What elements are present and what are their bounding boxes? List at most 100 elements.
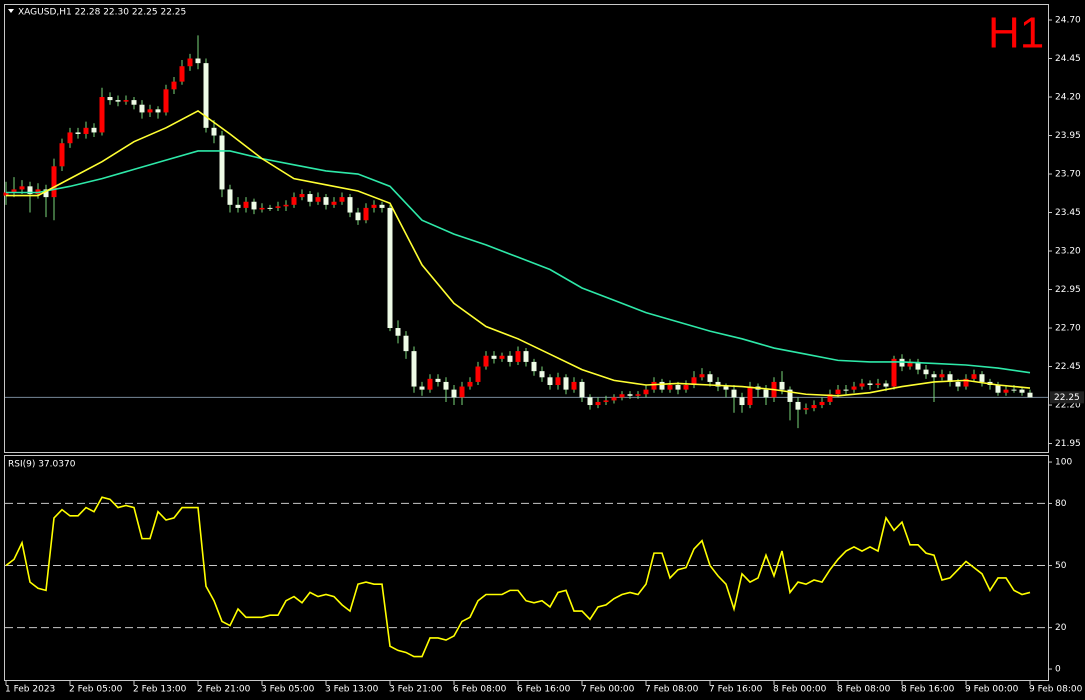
x-tick-label: 1 Feb 2023 (5, 685, 55, 695)
x-tick-label: 3 Feb 21:00 (389, 685, 443, 695)
candle-body (139, 104, 145, 113)
candle-body (163, 89, 169, 113)
candle-body (803, 408, 809, 410)
y-tick-label: 21.95 (1055, 439, 1081, 449)
moving-average (6, 109, 1031, 397)
candle-body (539, 371, 545, 378)
candle-body (723, 386, 729, 390)
candle-body (11, 189, 17, 193)
candle-body (43, 189, 49, 198)
x-tick-label: 3 Feb 13:00 (325, 685, 379, 695)
candle-body (59, 143, 65, 167)
candle-body (875, 383, 881, 386)
candle-body (427, 378, 433, 390)
candle-body (395, 328, 401, 336)
candle-body (995, 385, 1001, 393)
y-tick-label: 23.45 (1055, 208, 1081, 218)
candle-body (291, 197, 297, 205)
candle-body (483, 355, 489, 367)
y-tick-label: 24.45 (1055, 54, 1081, 64)
rsi-title: RSI(9) 37.0370 (8, 460, 76, 470)
x-tick-label: 6 Feb 16:00 (517, 685, 571, 695)
candle-body (827, 394, 833, 402)
candle-body (787, 389, 793, 402)
candle-body (1027, 392, 1033, 398)
y-tick-label: 20 (1055, 623, 1067, 633)
candle-body (675, 385, 681, 390)
candle-body (131, 100, 137, 105)
y-tick-label: 22.95 (1055, 285, 1081, 295)
candle-body (267, 207, 273, 209)
candle-body (835, 389, 841, 395)
candle-body (307, 194, 313, 202)
y-tick-label: 0 (1055, 665, 1061, 675)
candle-body (363, 207, 369, 221)
candle-body (419, 386, 425, 390)
y-tick-label: 50 (1055, 561, 1067, 571)
candle-body (699, 374, 705, 378)
candle-body (171, 81, 177, 90)
candle-body (187, 58, 193, 67)
x-tick-label: 8 Feb 16:00 (901, 685, 955, 695)
candle-body (251, 201, 257, 210)
candle-body (211, 127, 217, 136)
menu-arrow[interactable] (8, 9, 14, 13)
candle-body (1019, 389, 1025, 393)
moving-average (6, 150, 1031, 374)
candle-body (859, 383, 865, 387)
x-tick-label: 2 Feb 13:00 (133, 685, 187, 695)
candle-body (643, 389, 649, 395)
candle-body (379, 204, 385, 208)
candle-body (227, 189, 233, 205)
candle-body (203, 63, 209, 128)
y-tick-label: 23.20 (1055, 247, 1081, 257)
candle-body (683, 385, 689, 390)
candle-body (355, 212, 361, 221)
candle-body (747, 386, 753, 406)
y-tick-label: 100 (1055, 458, 1072, 468)
candle-body (155, 109, 161, 113)
candle-body (563, 377, 569, 390)
candle-body (299, 194, 305, 198)
candle-body (403, 335, 409, 352)
candle-body (595, 401, 601, 406)
candle-body (347, 197, 353, 213)
x-tick-label: 9 Feb 08:00 (1029, 685, 1083, 695)
candle-body (323, 197, 329, 205)
candle-body (339, 197, 345, 202)
candle-body (443, 381, 449, 390)
candle-body (843, 389, 849, 391)
candle-body (531, 361, 537, 372)
candle-body (435, 378, 441, 382)
candle-body (707, 374, 713, 382)
candle-body (371, 204, 377, 208)
candle-body (947, 374, 953, 382)
candle-body (907, 361, 913, 367)
candle-body (691, 377, 697, 386)
candle-body (83, 127, 89, 134)
candle-body (243, 201, 249, 208)
candle-body (147, 109, 153, 113)
x-tick-label: 3 Feb 05:00 (261, 685, 315, 695)
candle-body (891, 358, 897, 387)
candle-body (611, 397, 617, 401)
candle-body (731, 389, 737, 398)
x-tick-label: 8 Feb 00:00 (773, 685, 827, 695)
y-tick-label: 22.70 (1055, 324, 1081, 334)
candle-body (603, 400, 609, 402)
candle-body (195, 58, 201, 64)
candle-body (819, 401, 825, 406)
candle-body (27, 186, 33, 195)
candle-body (659, 381, 665, 390)
price-label-box (1050, 391, 1084, 404)
candle-body (547, 377, 553, 386)
candle-body (315, 197, 321, 202)
candle-body (51, 166, 57, 198)
candle-body (275, 206, 281, 208)
candle-body (283, 204, 289, 207)
candle-body (91, 127, 97, 133)
candle-body (115, 100, 121, 102)
candle-body (795, 401, 801, 410)
candle-body (1003, 389, 1009, 393)
